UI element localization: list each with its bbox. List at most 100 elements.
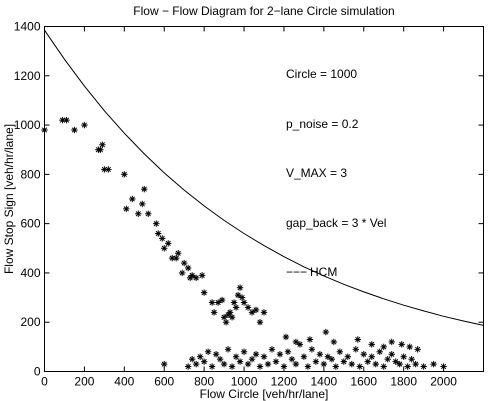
y-tick-label: 800 [20,167,40,181]
data-point [188,272,196,279]
data-point [97,146,104,153]
data-point [368,341,375,348]
x-tick-label: 200 [74,375,94,389]
data-point [244,360,252,368]
data-point [232,353,240,360]
data-point [308,346,316,353]
data-point [210,309,218,316]
y-tick-label: 400 [20,266,40,280]
data-point [212,351,220,358]
data-point [161,360,168,368]
data-point [200,358,208,365]
data-point [408,355,415,363]
data-point [276,351,284,358]
x-tick-label: 1400 [311,375,338,389]
data-point [348,360,355,368]
data-point [200,289,208,296]
x-axis-title: Flow Circle [veh/hr/lane] [200,387,329,401]
data-point [404,363,411,370]
data-point [218,296,226,304]
data-point [356,363,363,370]
data-point [208,299,216,306]
data-point [414,346,421,353]
y-ticks: 0 200 400 600 800 1000 1200 1400 [14,20,484,379]
data-point [184,264,192,272]
data-point [153,220,160,227]
data-point [169,254,176,262]
y-tick-label: 0 [34,365,41,379]
annotation-p-noise: p_noise = 0.2 [286,117,359,131]
annotation-circle: Circle = 1000 [286,67,357,81]
data-point [354,336,361,343]
y-tick-label: 200 [20,315,40,329]
data-point [222,319,230,326]
data-point [282,333,290,341]
data-point [332,363,340,370]
data-point [398,341,405,348]
x-tick-label: 600 [154,375,174,389]
data-point [260,309,268,316]
data-point [161,245,168,252]
data-point [430,360,437,368]
data-point [135,210,142,217]
data-point [256,319,264,326]
data-point [360,351,367,358]
data-point [230,299,238,306]
data-point [368,353,375,360]
chart-title: Flow − Flow Diagram for 2−lane Circle si… [133,4,394,18]
data-point [173,254,180,262]
x-tick-label: 1600 [350,375,377,389]
data-point [248,355,256,363]
data-point [220,360,228,368]
legend-hcm-line-sample: −−− [286,265,307,279]
data-point [232,304,240,311]
data-point [228,363,236,370]
annotation-gap-back: gap_back = 3 * Vel [286,216,386,230]
data-point [141,185,148,193]
data-point [165,240,172,247]
data-point [226,309,234,316]
x-tick-label: 2000 [430,375,457,389]
data-point [384,355,391,363]
data-point [240,299,248,306]
data-points [41,116,447,370]
data-point [238,294,246,301]
data-point [123,205,130,213]
data-point [244,304,252,311]
data-point [264,360,272,368]
data-point [320,360,328,368]
y-axis-title: Flow Stop Sign [veh/hr/lane] [2,124,16,274]
data-point [192,360,200,368]
data-point [99,141,106,148]
data-point [121,171,128,178]
y-tick-label: 600 [20,217,40,231]
data-point [268,346,276,353]
data-point [228,314,236,321]
data-point [300,353,308,360]
y-tick-label: 1400 [14,20,41,34]
data-point [252,306,260,314]
data-point [216,355,224,363]
annotation-vmax: V_MAX = 3 [286,166,347,180]
hcm-curve [44,29,484,326]
data-point [316,351,324,358]
data-point [330,338,338,346]
data-point [224,346,232,353]
data-point [101,166,108,173]
data-point [256,363,264,370]
data-point [400,353,407,360]
data-point [376,348,383,355]
data-point [174,250,182,257]
data-point [71,126,78,134]
x-tick-label: 1800 [390,375,417,389]
data-point [292,360,300,368]
data-point [236,284,244,291]
x-tick-label: 0 [41,375,48,389]
data-point [336,348,344,355]
y-tick-label: 1000 [14,118,41,132]
data-point [139,200,146,208]
data-point [388,351,395,358]
hcm-curve-layer [44,29,484,326]
data-point [105,166,112,173]
